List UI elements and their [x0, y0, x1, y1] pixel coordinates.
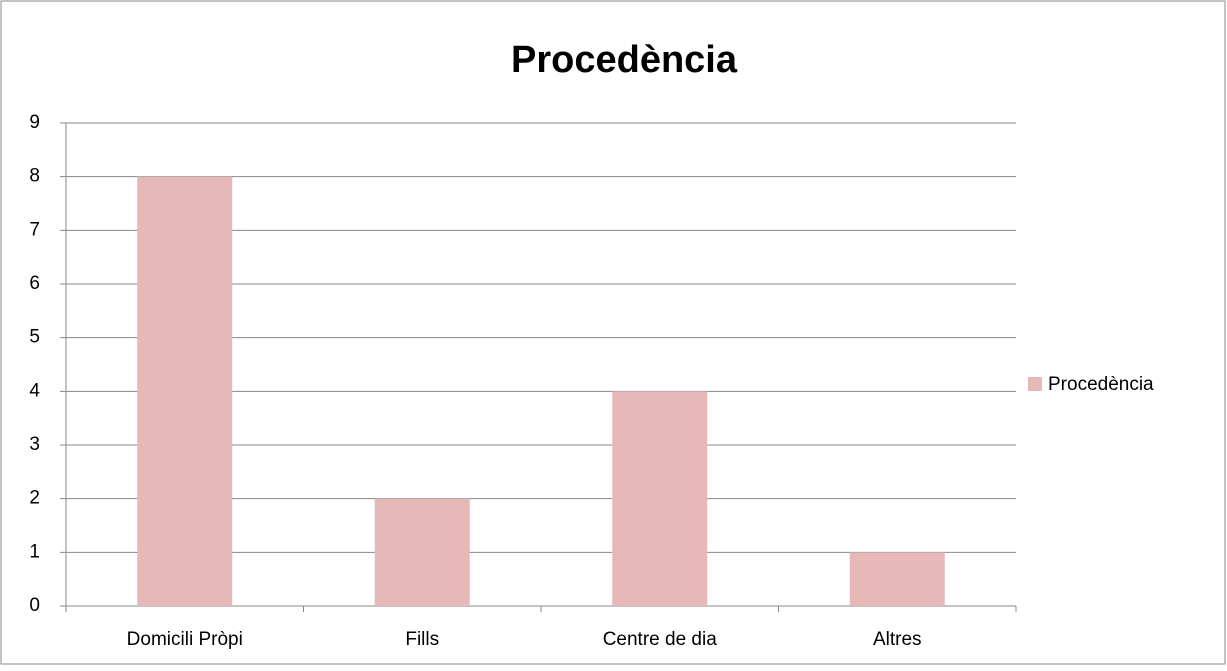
y-tick-label: 4 — [29, 380, 40, 401]
y-tick-label: 5 — [29, 327, 40, 348]
y-tick-label: 0 — [29, 595, 40, 616]
x-tick-label: Domicili Pròpi — [127, 629, 243, 650]
x-tick-label: Centre de dia — [603, 629, 718, 650]
x-tick-label: Altres — [873, 629, 922, 650]
y-tick-label: 3 — [29, 434, 40, 455]
y-tick-label: 7 — [29, 219, 40, 240]
bar — [374, 498, 470, 606]
y-tick-label: 6 — [29, 273, 40, 294]
legend-label: Procedència — [1048, 374, 1154, 395]
bar — [137, 176, 233, 606]
legend-swatch — [1028, 377, 1042, 391]
chart-title: Procedència — [511, 39, 738, 81]
x-tick-label: Fills — [405, 629, 439, 650]
bar — [612, 391, 708, 606]
y-tick-label: 8 — [29, 166, 40, 187]
y-tick-label: 2 — [29, 488, 40, 509]
y-tick-label: 1 — [29, 541, 40, 562]
y-tick-label: 9 — [29, 112, 40, 133]
bar — [849, 552, 945, 606]
